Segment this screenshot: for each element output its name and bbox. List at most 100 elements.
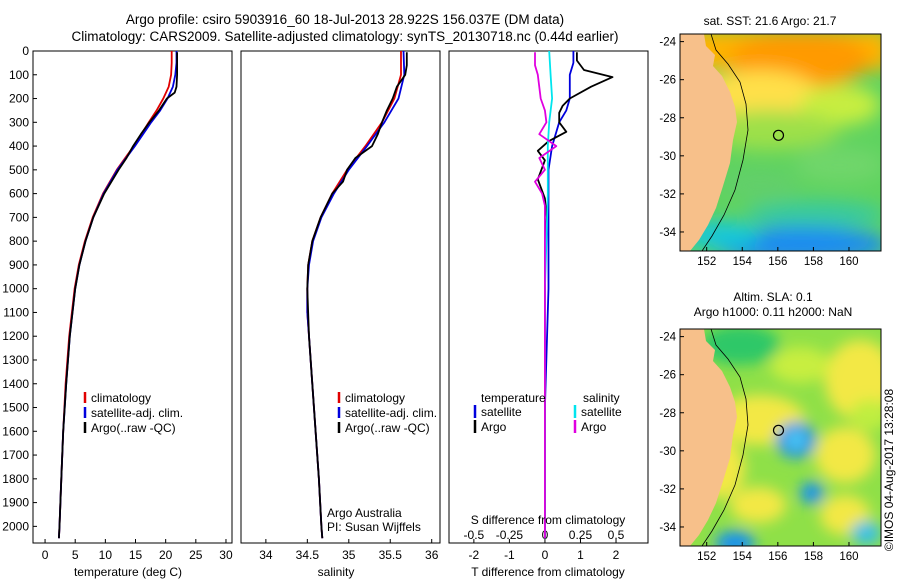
temperature-x-axis: 0 5 10 15 20 25 30 xyxy=(42,539,233,562)
legend-satellite-label: satellite-adj. clim. xyxy=(91,406,183,420)
longitude-tick-label: 154 xyxy=(733,551,753,563)
latitude-tick-label: -26 xyxy=(659,370,676,382)
legend-s-argo-label: Argo xyxy=(581,420,607,434)
depth-tick-label: 2000 xyxy=(2,519,29,533)
depth-tick-label: 1500 xyxy=(2,401,29,415)
copyright-stamp: ©IMOS 04-Aug-2017 13:28:08 xyxy=(882,389,896,552)
temperature-panel: 0100200300400500600700800900100011001200… xyxy=(2,44,233,579)
latitude-tick-label: -32 xyxy=(659,484,676,496)
salinity-tick-label: 36 xyxy=(425,548,439,562)
sla-map: Altim. SLA: 0.1 Argo h1000: 0.11 h2000: … xyxy=(659,290,882,563)
salinity-tick-label: 34 xyxy=(259,548,273,562)
legend-satellite-label: satellite-adj. clim. xyxy=(345,406,437,420)
latitude-tick-label: -30 xyxy=(659,446,676,458)
temperature-tick-label: 20 xyxy=(159,548,173,562)
salinity-tick-label: 34.5 xyxy=(296,548,320,562)
pi-annotation: PI: Susan Wijffels xyxy=(327,520,421,534)
depth-axis: 0 100 200 300 400 500 600 700 800 900 1000 1100 1200… xyxy=(2,44,37,533)
latitude-tick-label: -26 xyxy=(659,75,676,87)
salinity-axis-label: salinity xyxy=(318,565,355,579)
series-argo-raw-qc- xyxy=(306,52,408,539)
depth-tick-label: 400 xyxy=(9,139,29,153)
sst-map-frame xyxy=(679,33,882,252)
longitude-tick-label: 160 xyxy=(839,551,858,563)
temperature-plot-frame xyxy=(32,50,233,544)
salinity-tick-label: 35 xyxy=(342,548,356,562)
longitude-tick-label: 152 xyxy=(697,551,716,563)
t-difference-tick-label: 0 xyxy=(542,548,549,562)
temperature-tick-label: 5 xyxy=(72,548,79,562)
depth-tick-label: 1300 xyxy=(2,353,29,367)
sst-map-axes: 152 154 156 158 160 -24 -26 -28 -30 -32 -34 xyxy=(659,37,858,268)
sst-land xyxy=(680,34,737,251)
series-s-argo xyxy=(534,52,558,539)
sla-map-subtitle: Argo h1000: 0.11 h2000: NaN xyxy=(694,305,853,319)
legend-t-satellite-label: satellite xyxy=(481,405,522,419)
depth-tick-label: 500 xyxy=(9,163,29,177)
s-difference-tick-label: -0.25 xyxy=(496,528,524,542)
latitude-tick-label: -28 xyxy=(659,408,676,420)
depth-tick-label: 1600 xyxy=(2,424,29,438)
salinity-tick-label: 35.5 xyxy=(379,548,403,562)
legend-argo-label: Argo(..raw -QC) xyxy=(345,421,430,435)
temperature-tick-label: 15 xyxy=(129,548,143,562)
t-difference-axis-label: T difference from climatology xyxy=(471,565,625,579)
latitude-tick-label: -32 xyxy=(659,189,676,201)
legend-t-argo-label: Argo xyxy=(481,420,507,434)
latitude-tick-label: -30 xyxy=(659,151,676,163)
legend-argo-label: Argo(..raw -QC) xyxy=(91,421,176,435)
depth-tick-label: 600 xyxy=(9,187,29,201)
longitude-tick-label: 158 xyxy=(804,551,823,563)
figure-title-line-1: Argo profile: csiro 5903916_60 18-Jul-20… xyxy=(125,12,565,27)
temperature-series xyxy=(58,51,179,539)
institution-annotation: Argo Australia xyxy=(327,506,402,520)
longitude-tick-label: 154 xyxy=(733,256,753,268)
argo-location-marker xyxy=(772,129,785,141)
legend-temperature-title: temperature xyxy=(481,391,546,405)
depth-tick-label: 300 xyxy=(9,115,29,129)
depth-tick-label: 1400 xyxy=(2,377,29,391)
s-difference-tick-label: -0.5 xyxy=(464,528,485,542)
latitude-tick-label: -24 xyxy=(659,332,676,344)
s-difference-tick-label: 0.5 xyxy=(608,528,625,542)
t-difference-tick-label: -1 xyxy=(504,548,515,562)
depth-tick-label: 900 xyxy=(9,258,29,272)
depth-tick-label: 1000 xyxy=(2,282,29,296)
latitude-tick-label: -34 xyxy=(659,522,676,534)
temperature-tick-label: 30 xyxy=(219,548,233,562)
depth-tick-label: 1900 xyxy=(2,496,29,510)
depth-tick-label: 1200 xyxy=(2,329,29,343)
depth-tick-label: 1800 xyxy=(2,472,29,486)
salinity-series xyxy=(306,50,408,539)
temperature-tick-label: 25 xyxy=(189,548,203,562)
salinity-panel: 34 34.5 35 35.5 36 salinity climatology sate… xyxy=(240,50,441,579)
legend-salinity-title: salinity xyxy=(583,391,620,405)
sst-map: sat. SST: 21.6 Argo: 21.7 152 154 156 158 16… xyxy=(659,14,882,268)
depth-tick-label: 800 xyxy=(9,234,29,248)
s-difference-tick-label: 0.25 xyxy=(569,528,593,542)
longitude-tick-label: 158 xyxy=(804,256,823,268)
difference-panel: -2 -1 0 1 2-0.5 -0.25 0 0.25 0.5 S difference fr… xyxy=(448,50,649,579)
argo-location-marker xyxy=(772,424,785,436)
legend-climatology-label: climatology xyxy=(345,391,405,405)
t-difference-tick-label: 2 xyxy=(613,548,620,562)
temperature-tick-label: 10 xyxy=(99,548,113,562)
sla-map-title: Altim. SLA: 0.1 xyxy=(733,290,813,304)
latitude-tick-label: -28 xyxy=(659,113,676,125)
difference-legend: temperature salinity satellite Argo sate… xyxy=(473,391,622,434)
depth-tick-label: 1700 xyxy=(2,448,29,462)
latitude-tick-label: -34 xyxy=(659,227,676,239)
sst-map-title: sat. SST: 21.6 Argo: 21.7 xyxy=(704,14,837,28)
series-argo-raw-qc- xyxy=(58,52,179,539)
t-difference-tick-label: 1 xyxy=(577,548,584,562)
sla-map-frame xyxy=(679,328,882,547)
depth-tick-label: 0 xyxy=(22,44,29,58)
longitude-tick-label: 152 xyxy=(697,256,716,268)
depth-tick-label: 700 xyxy=(9,210,29,224)
s-difference-axis-label: S difference from climatology xyxy=(471,513,626,527)
difference-series xyxy=(534,50,614,539)
temperature-legend: climatology satellite-adj. clim. Argo(..… xyxy=(83,391,183,435)
difference-x-axis: -2 -1 0 1 2-0.5 -0.25 0 0.25 0.5 xyxy=(464,528,625,562)
depth-tick-label: 100 xyxy=(9,68,29,82)
